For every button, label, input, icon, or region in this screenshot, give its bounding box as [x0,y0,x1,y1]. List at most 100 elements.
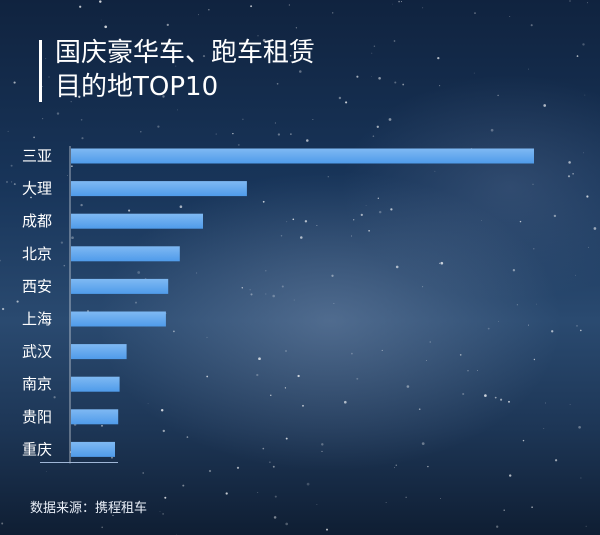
star [1,307,5,311]
star [321,450,323,452]
star [198,14,199,16]
star [440,261,444,265]
star [484,394,487,397]
category-label-2: 大理 [22,180,52,198]
star [509,474,512,477]
star [295,27,298,29]
star [371,75,373,77]
star [290,133,292,135]
star [533,358,536,361]
star [402,83,405,86]
star [316,504,318,505]
star [580,477,582,479]
star [257,492,259,493]
bar-1 [71,148,534,164]
star [429,341,431,343]
star [439,85,441,87]
star [176,109,178,111]
star [262,200,265,203]
bar-9 [71,409,119,425]
star [531,506,533,508]
star [304,220,308,223]
star [533,248,535,250]
chart-title: 国庆豪华车、跑车租赁 目的地TOP10 [55,36,495,104]
star [162,95,165,98]
star [306,139,309,142]
star [112,514,114,516]
star [274,495,277,498]
star [572,173,574,175]
star [321,443,324,446]
star [289,54,292,57]
star [143,507,145,509]
star [508,400,510,403]
star [394,81,397,84]
star [179,205,183,208]
star [176,533,178,535]
star [87,310,89,312]
star [487,327,490,330]
star [164,496,167,499]
star [512,269,516,272]
category-label-6: 上海 [22,310,52,328]
bar-8 [71,376,120,392]
star [227,47,229,50]
star [316,225,318,226]
bar-10 [71,441,115,457]
star [1,522,4,525]
star [365,205,367,207]
star [496,525,499,528]
star [285,350,287,352]
star [302,404,304,407]
star [80,119,83,121]
title-accent-bar [39,40,42,102]
star [70,100,72,103]
star [312,119,314,121]
star [42,118,44,120]
star [353,219,355,221]
star [481,220,482,221]
star [326,528,328,531]
star [427,465,429,468]
star [503,509,505,512]
star [250,5,253,8]
star [225,492,228,495]
star [135,504,138,507]
category-label-8: 南京 [22,375,52,393]
bar-2 [71,181,247,197]
star [405,496,407,498]
star [63,264,66,267]
category-label-9: 贵阳 [22,408,52,426]
star [11,181,13,183]
star [306,482,310,486]
star [206,375,209,378]
star [270,394,272,396]
star [45,58,47,60]
star [522,439,525,442]
star [498,321,499,322]
star [208,9,210,11]
star [439,498,441,499]
star [390,208,393,211]
star [5,180,9,184]
star [586,195,589,198]
star [576,55,579,57]
star [250,60,253,63]
star [33,136,35,139]
star [232,132,234,135]
star [71,165,73,167]
star [579,329,582,332]
category-label-3: 成都 [22,212,52,230]
star [474,12,476,14]
category-label-7: 武汉 [22,343,52,361]
star [215,133,217,135]
star [262,39,266,42]
star [79,5,82,8]
star [258,357,261,361]
star [272,465,275,468]
star [327,176,329,178]
star [249,289,251,291]
star [378,77,381,80]
star [437,56,440,60]
